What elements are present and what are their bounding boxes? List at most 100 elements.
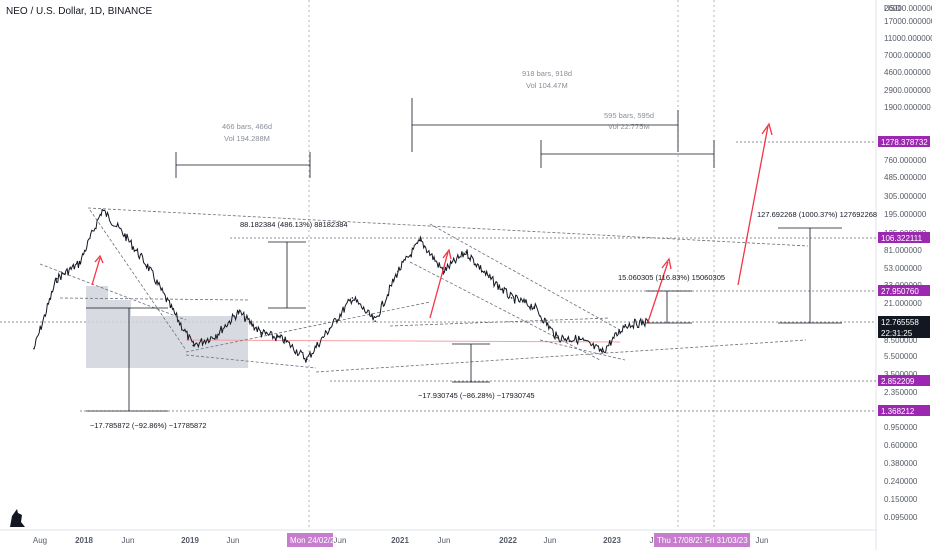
- measure-label-3: 127.692268 (1000.37%) 127692268: [757, 210, 877, 219]
- data-point: [624, 324, 627, 326]
- svg-text:27.950760: 27.950760: [881, 287, 919, 296]
- data-point: [146, 265, 149, 268]
- price-tick-label: 0.095000: [884, 513, 918, 522]
- price-tag: 1278.378732: [878, 136, 930, 147]
- chart-title: NEO / U.S. Dollar, 1D, BINANCE: [6, 6, 152, 17]
- price-tick-label: 2.350000: [884, 388, 918, 397]
- svg-text:1278.378732: 1278.378732: [881, 138, 928, 147]
- price-tick-label: 11000.000000: [884, 34, 932, 43]
- range-label-2: 918 bars, 918d: [522, 69, 572, 78]
- price-tick-label: 0.950000: [884, 423, 918, 432]
- data-point: [579, 338, 581, 341]
- axis-currency: USD: [884, 4, 901, 13]
- projection-arrows: [91, 122, 773, 323]
- svg-text:Fri 31/03/23: Fri 31/03/23: [705, 536, 748, 545]
- svg-text:2.852209: 2.852209: [881, 377, 915, 386]
- svg-text:12.765558: 12.765558: [881, 318, 919, 327]
- price-tick-label: 3.500000: [884, 370, 918, 379]
- price-tick-label: 26000.000000: [884, 4, 932, 13]
- trend-lines: [39, 207, 809, 373]
- svg-text:106.322111: 106.322111: [881, 234, 923, 243]
- price-axis[interactable]: 26000.000000 17000.000000 11000.000000 7000…: [884, 4, 932, 522]
- price-tick-label: 0.240000: [884, 477, 918, 486]
- data-point: [33, 347, 35, 350]
- svg-text:Thu 17/08/23: Thu 17/08/23: [657, 536, 705, 545]
- time-tick-label: 2019: [181, 536, 199, 545]
- time-tick-label: 2022: [499, 536, 517, 545]
- data-point: [101, 209, 103, 211]
- price-levels: [0, 141, 876, 412]
- price-tag: 2.852209: [878, 375, 930, 386]
- data-point: [215, 334, 217, 336]
- price-tick-label: 17000.000000: [884, 17, 932, 26]
- data-point: [556, 336, 558, 339]
- data-point: [237, 311, 240, 313]
- data-point: [328, 327, 331, 330]
- price-tags: 1278.378732 106.322111 27.950760 12.765558 2…: [878, 136, 930, 416]
- time-tick-label: 2021: [391, 536, 409, 545]
- price-tick-label: 195.000000: [884, 210, 927, 219]
- data-point: [533, 306, 536, 308]
- range-vol-1: Vol 194.288M: [224, 134, 270, 143]
- price-tick-label: 7000.000000: [884, 51, 931, 60]
- price-tick-label: 1900.000000: [884, 103, 931, 112]
- time-tick-label: Jun: [334, 536, 347, 545]
- data-point: [124, 234, 126, 237]
- tradingview-logo: [10, 509, 25, 527]
- time-tick-label: 2018: [75, 536, 93, 545]
- data-point: [78, 262, 81, 265]
- measure-tools: [86, 227, 842, 412]
- time-tick-label: Jun: [756, 536, 769, 545]
- price-tick-label: 0.150000: [884, 495, 918, 504]
- data-point: [488, 276, 490, 279]
- data-point: [374, 320, 376, 323]
- range-vol-3: Vol 22.775M: [608, 122, 650, 131]
- range-vol-2: Vol 104.47M: [526, 81, 568, 90]
- price-tag: 27.950760: [878, 285, 930, 296]
- time-tick-label: 2023: [603, 536, 621, 545]
- time-tick-label: Jun: [544, 536, 557, 545]
- price-tick-label: 4600.000000: [884, 68, 931, 77]
- price-tag: 12.765558: [878, 316, 930, 327]
- data-point: [55, 277, 58, 280]
- volume-profile: [86, 286, 248, 368]
- price-tick-label: 305.000000: [884, 192, 927, 201]
- measure-label-2: 15.060305 (116.83%) 15060305: [618, 273, 725, 282]
- svg-text:22:31:25: 22:31:25: [881, 329, 913, 338]
- price-tick-label: 485.000000: [884, 173, 927, 182]
- range-label-1: 466 bars, 466d: [222, 122, 272, 131]
- svg-text:1.368212: 1.368212: [881, 407, 915, 416]
- data-point: [283, 339, 285, 341]
- time-tag: Fri 31/03/23: [702, 533, 750, 547]
- time-tick-label: Jun: [438, 536, 451, 545]
- time-tag: Mon 24/02/20: [287, 533, 339, 547]
- data-point: [306, 358, 308, 361]
- price-series: [33, 208, 649, 363]
- data-point: [192, 344, 194, 347]
- price-tag: 1.368212: [878, 405, 930, 416]
- price-tick-label: 81.000000: [884, 246, 922, 255]
- data-point: [351, 297, 354, 299]
- date-guides: [308, 0, 715, 530]
- time-tag: Thu 17/08/23: [654, 533, 705, 547]
- measure-label-4: −17.930745 (−86.28%) −17930745: [418, 391, 535, 400]
- price-tag: 106.322111: [878, 232, 930, 243]
- svg-text:Mon 24/02/20: Mon 24/02/20: [290, 536, 339, 545]
- price-tick-label: 760.000000: [884, 156, 927, 165]
- time-axis[interactable]: Aug 2018 Jun 2019 Jun Jun 2021 Jun 2022 Jun 2023 Ju…: [33, 536, 769, 545]
- time-tags: Mon 24/02/20 Thu 17/08/23 Fri 31/03/23: [287, 533, 750, 547]
- measure-label-1: 88.182384 (486.13%) 88182384: [240, 220, 348, 229]
- price-tick-label: 0.600000: [884, 441, 918, 450]
- data-point: [465, 251, 467, 253]
- price-tick-label: 5.500000: [884, 352, 918, 361]
- time-tick-label: Jun: [122, 536, 135, 545]
- price-tick-label: 0.380000: [884, 459, 918, 468]
- data-point: [510, 297, 513, 299]
- support-line: [185, 339, 621, 343]
- price-tick-label: 8.500000: [884, 336, 918, 345]
- data-point: [397, 270, 399, 273]
- price-tick-label: 2900.000000: [884, 86, 931, 95]
- date-ranges: [175, 98, 715, 178]
